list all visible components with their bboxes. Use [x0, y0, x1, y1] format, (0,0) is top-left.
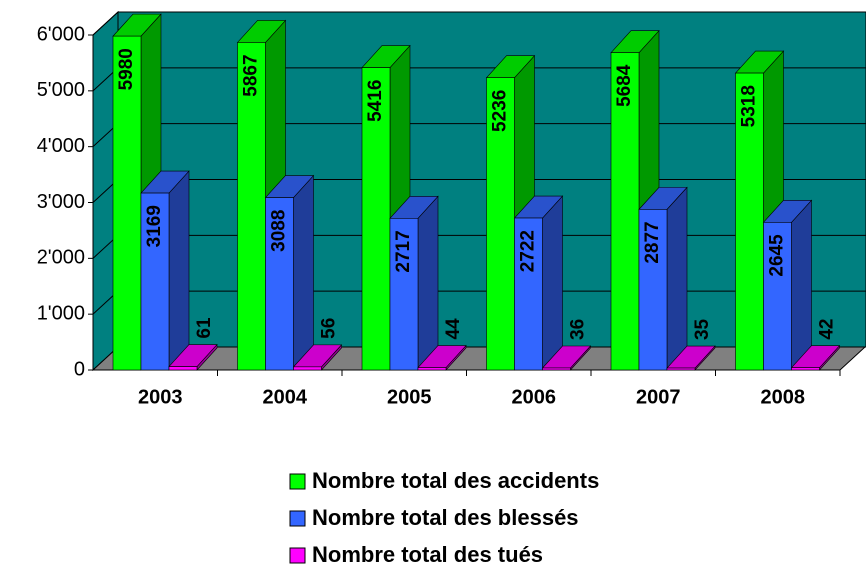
x-tick-label: 2008 — [761, 386, 806, 408]
legend-swatch — [289, 473, 306, 490]
bar — [264, 174, 315, 371]
bar-front — [542, 367, 571, 371]
y-tick-label: 4'000 — [37, 135, 85, 157]
value-label: 2645 — [767, 234, 788, 277]
bar-side — [542, 195, 563, 371]
bar — [541, 345, 592, 371]
value-label: 42 — [817, 319, 838, 340]
bar-front — [168, 366, 198, 371]
value-label: 5416 — [365, 80, 386, 122]
value-label: 35 — [692, 318, 713, 340]
bar-front — [666, 367, 696, 371]
bar-front — [763, 222, 792, 371]
value-label: 61 — [194, 317, 215, 339]
y-tick-label: 2'000 — [37, 247, 85, 269]
legend-swatch — [289, 510, 306, 527]
bar-side — [168, 170, 190, 371]
bar-front — [486, 77, 515, 371]
bar — [389, 195, 439, 371]
legend-label: Nombre total des accidents — [312, 468, 599, 493]
bar — [790, 344, 841, 371]
value-label: 5236 — [490, 90, 511, 132]
bar-side — [791, 199, 812, 371]
bar-front — [265, 197, 294, 371]
bar-side — [417, 195, 439, 371]
x-tick-label: 2005 — [387, 386, 432, 408]
bar-front — [112, 35, 142, 371]
x-tick-label: 2006 — [512, 386, 557, 408]
bar-front — [389, 218, 419, 371]
legend-label: Nombre total des tués — [312, 542, 543, 567]
value-label: 56 — [319, 318, 340, 339]
bar — [762, 199, 813, 371]
bar-front — [610, 52, 640, 371]
bar-side — [293, 174, 314, 371]
bar-front — [514, 217, 543, 371]
legend-label: Nombre total des blessés — [312, 505, 579, 530]
bar — [168, 343, 218, 371]
value-label: 44 — [443, 318, 464, 340]
value-label: 5684 — [614, 64, 635, 107]
bar-front — [791, 367, 820, 371]
y-tick-label: 0 — [74, 358, 85, 380]
bar — [417, 344, 467, 371]
bar-front — [293, 366, 322, 371]
bar-front — [361, 67, 391, 371]
bar-front — [638, 209, 668, 371]
value-label: 3169 — [144, 205, 165, 247]
value-label: 5318 — [739, 85, 760, 127]
bar — [513, 195, 564, 371]
value-label: 5980 — [116, 48, 137, 90]
bar — [292, 344, 343, 371]
value-label: 2717 — [393, 230, 414, 272]
x-tick-label: 2003 — [138, 386, 183, 408]
bar — [638, 186, 688, 371]
bar-front — [735, 72, 764, 371]
grid-line — [92, 11, 866, 36]
value-label: 5867 — [241, 54, 262, 96]
x-tick-label: 2007 — [636, 386, 681, 408]
y-tick-label: 5'000 — [37, 79, 85, 101]
value-label: 3088 — [269, 210, 290, 252]
bar — [666, 345, 716, 371]
x-tick-label: 2004 — [263, 386, 308, 408]
y-tick-label: 3'000 — [37, 191, 85, 213]
legend-swatch — [289, 547, 306, 564]
bar-front — [237, 42, 266, 371]
y-tick-label: 1'000 — [37, 302, 85, 324]
y-tick-label: 6'000 — [37, 23, 85, 45]
value-label: 2722 — [518, 230, 539, 272]
bar-front — [140, 192, 170, 371]
bar — [140, 170, 190, 371]
bar-side — [666, 186, 688, 371]
bar-front — [417, 367, 447, 371]
value-label: 36 — [568, 319, 589, 340]
value-label: 2877 — [642, 221, 663, 263]
